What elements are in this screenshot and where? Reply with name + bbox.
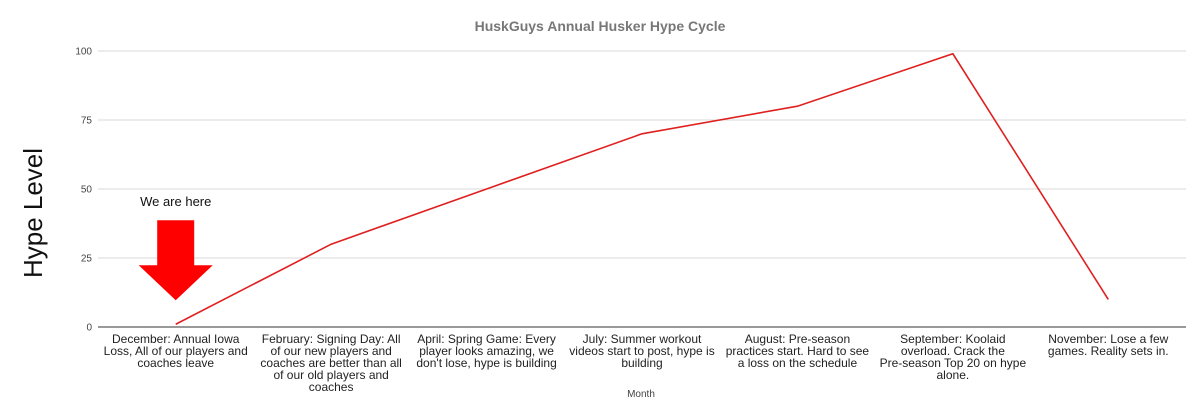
series-line <box>175 52 1109 325</box>
x-category-label: December: Annual Iowa Loss, All of our pl… <box>104 332 248 370</box>
annotation-text: We are here <box>140 194 211 209</box>
down-arrow-icon <box>138 220 213 301</box>
annotation-group: We are here <box>138 194 213 301</box>
x-axis-label: Month <box>627 389 655 400</box>
y-tick-label: 0 <box>86 323 92 334</box>
series-group <box>175 52 1109 325</box>
y-tick-labels: 0 25 50 75 100 <box>75 47 92 334</box>
y-tick-label: 50 <box>81 185 93 196</box>
y-tick-label: 25 <box>81 254 93 265</box>
y-tick-label: 100 <box>75 47 92 58</box>
chart-title: HuskGuys Annual Husker Hype Cycle <box>475 18 726 34</box>
x-category-label: August: Pre-season practices start. Hard … <box>726 332 870 370</box>
x-category-labels: December: Annual Iowa Loss, All of our pl… <box>104 332 1169 394</box>
x-category-label: February: Signing Day: All of our new pla… <box>260 332 401 394</box>
x-category-label: July: Summer workout videos start to post… <box>569 332 714 370</box>
x-category-label: November: Lose a few games. Reality sets … <box>1048 332 1169 358</box>
grid-lines <box>98 50 1186 259</box>
y-axis-label: Hype Level <box>18 148 48 278</box>
y-tick-label: 75 <box>81 116 93 127</box>
x-category-label: April: Spring Game: Every player looks am… <box>416 332 556 370</box>
x-category-label: September: Koolaid overload. Crack the Pre… <box>880 332 1027 382</box>
